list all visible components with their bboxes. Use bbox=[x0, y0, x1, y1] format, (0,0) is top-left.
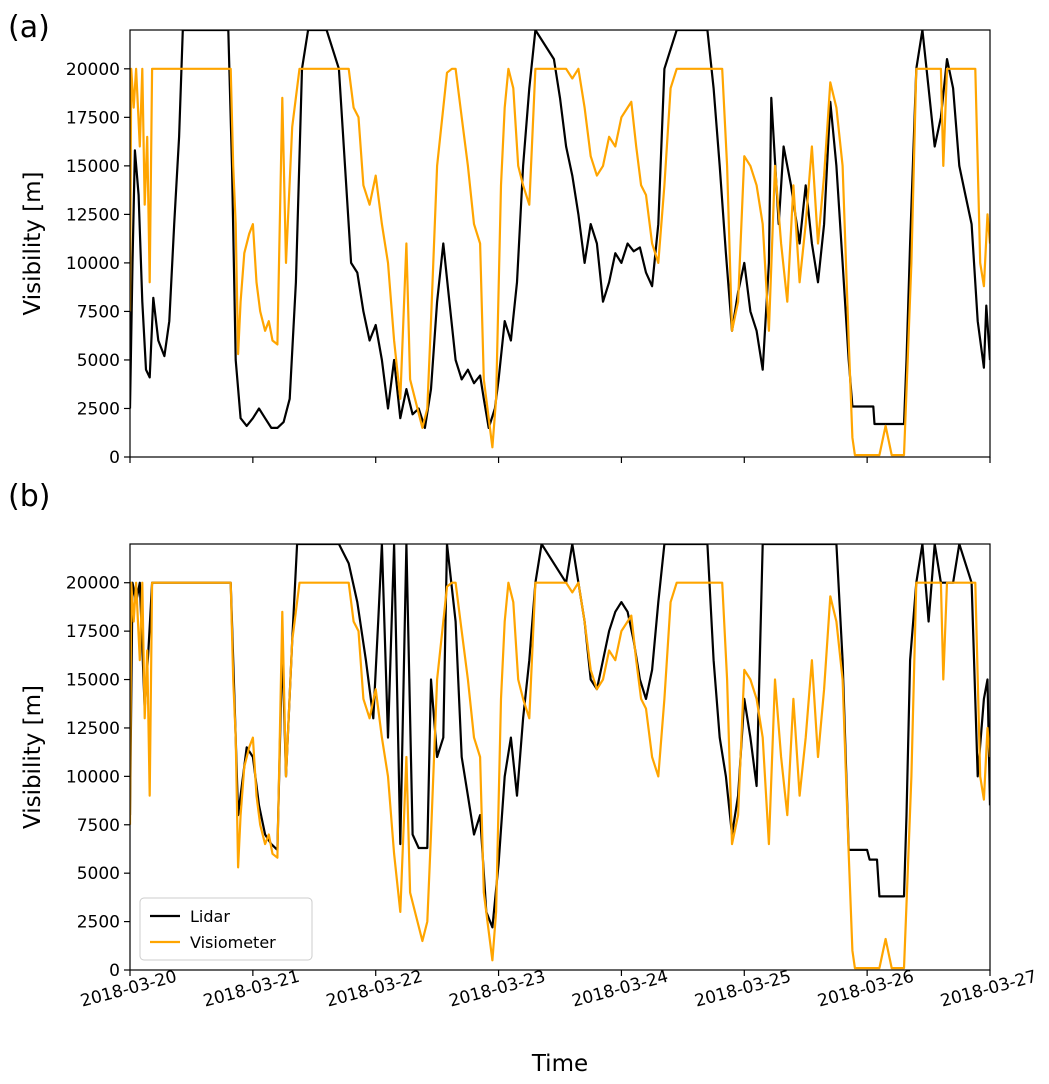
x-tick-label: 2018-03-23 bbox=[447, 967, 548, 1012]
x-tick-label: 2018-03-27 bbox=[938, 967, 1039, 1012]
panel-a: 0 2500 5000 7500 10000 12500 15000 17500 20000 Vi… bbox=[8, 10, 991, 468]
x-tick-label: 2018-03-21 bbox=[201, 967, 302, 1012]
y-tick-label: 20000 bbox=[66, 574, 120, 594]
y-tick-label: 7500 bbox=[77, 816, 120, 836]
plot-frame bbox=[129, 543, 991, 971]
y-tick-label: 12500 bbox=[66, 205, 120, 225]
y-tick-label: 15000 bbox=[66, 671, 120, 691]
legend-label: Visiometer bbox=[190, 933, 276, 952]
x-tick-label: 2018-03-25 bbox=[693, 967, 794, 1012]
series-line-visiometer bbox=[130, 581, 990, 970]
y-tick-label: 20000 bbox=[66, 60, 120, 80]
y-tick-label: 12500 bbox=[66, 719, 120, 739]
y-tick-label: 17500 bbox=[66, 108, 120, 128]
y-axis-label: Visibility [m] bbox=[20, 685, 46, 829]
x-tick-label: 2018-03-22 bbox=[324, 967, 425, 1012]
panel-b: 0 2500 5000 7500 10000 12500 15000 17500 20000 20… bbox=[8, 479, 1039, 1077]
legend-box bbox=[139, 897, 313, 961]
y-tick-label: 5000 bbox=[77, 351, 120, 371]
y-tick-label: 10000 bbox=[66, 767, 120, 787]
panel-label: (b) bbox=[8, 479, 50, 514]
y-axis-label: Visibility [m] bbox=[20, 171, 46, 315]
y-tick-label: 15000 bbox=[66, 157, 120, 177]
series-line-lidar bbox=[130, 30, 990, 429]
y-tick-label: 0 bbox=[109, 961, 120, 981]
y-tick-label: 5000 bbox=[77, 864, 120, 884]
y-tick-label: 2500 bbox=[77, 399, 120, 419]
x-axis-label: Time bbox=[531, 1051, 588, 1077]
legend-label: Lidar bbox=[190, 907, 230, 926]
series-line-visiometer bbox=[130, 67, 990, 457]
plot-frame bbox=[129, 29, 991, 458]
series-line-lidar bbox=[130, 544, 990, 929]
x-tick-label: 2018-03-20 bbox=[78, 967, 179, 1012]
y-tick-label: 7500 bbox=[77, 302, 120, 322]
x-tick-label: 2018-03-26 bbox=[816, 967, 917, 1012]
y-tick-label: 0 bbox=[109, 448, 120, 468]
panel-label: (a) bbox=[8, 10, 50, 45]
y-tick-label: 17500 bbox=[66, 622, 120, 642]
y-tick-label: 10000 bbox=[66, 254, 120, 274]
y-tick-label: 2500 bbox=[77, 913, 120, 933]
x-tick-label: 2018-03-24 bbox=[570, 967, 671, 1012]
